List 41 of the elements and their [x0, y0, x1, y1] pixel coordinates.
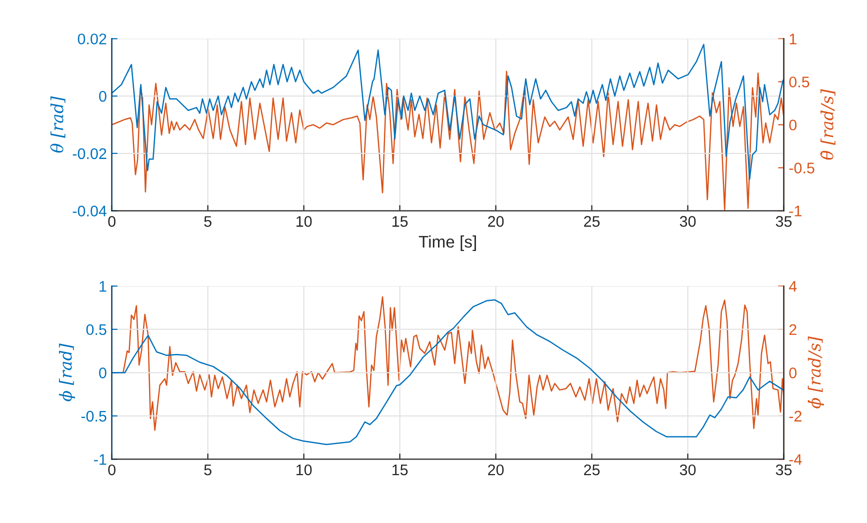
line-series [112, 44, 784, 180]
y2-tick-label: -0.5 [789, 162, 814, 174]
y-tick-label: -0.02 [72, 148, 106, 160]
x-tick-label: 10 [296, 216, 312, 227]
y-tick-label: 0 [99, 368, 106, 378]
y2-tick-label: 0.5 [789, 76, 810, 88]
x-axis-title: Time [s] [418, 235, 476, 251]
x-tick-label: 10 [296, 464, 312, 476]
x-tick-label: 5 [204, 464, 212, 476]
x-tick-label: 35 [776, 464, 792, 476]
y-tick-label: 1 [100, 281, 106, 292]
x-tick-label: 0 [108, 216, 116, 227]
x-tick-label: 35 [776, 216, 792, 227]
y-tick-label: -0.04 [72, 206, 107, 216]
x-tick-label: 5 [204, 216, 212, 227]
y2-axis-title: ϕ̇ [rad/s] [808, 336, 824, 408]
x-tick-label: 25 [584, 464, 600, 476]
y2-tick-label: 4 [788, 281, 797, 292]
x-tick-label: 30 [680, 216, 696, 227]
y-tick-label: -0.5 [81, 410, 106, 422]
y2-axis-title: θ̇ [rad/s] [820, 89, 836, 160]
y-axis-title: θ [rad] [50, 96, 66, 153]
y2-tick-label: 2 [789, 324, 796, 335]
y2-tick-label: 0 [789, 120, 797, 130]
y2-tick-label: -1 [789, 206, 802, 216]
x-tick-label: 0 [108, 464, 116, 476]
y2-tick-label: 1 [790, 34, 796, 44]
y-tick-label: 0 [99, 90, 106, 102]
y-axis-title: ϕ [rad] [58, 344, 76, 402]
y-tick-label: 0.02 [78, 34, 106, 44]
x-tick-label: 15 [392, 464, 408, 476]
y2-tick-label: -2 [789, 410, 802, 422]
x-tick-label: 15 [392, 216, 408, 227]
x-tick-label: 30 [680, 464, 696, 476]
x-tick-label: 20 [488, 464, 504, 476]
y2-tick-label: -4 [789, 454, 802, 465]
x-tick-label: 20 [488, 216, 504, 227]
y2-tick-label: 0 [789, 368, 797, 378]
x-tick-label: 25 [584, 216, 600, 227]
y-tick-label: 0.5 [86, 324, 106, 336]
y-tick-label: -1 [94, 454, 106, 465]
